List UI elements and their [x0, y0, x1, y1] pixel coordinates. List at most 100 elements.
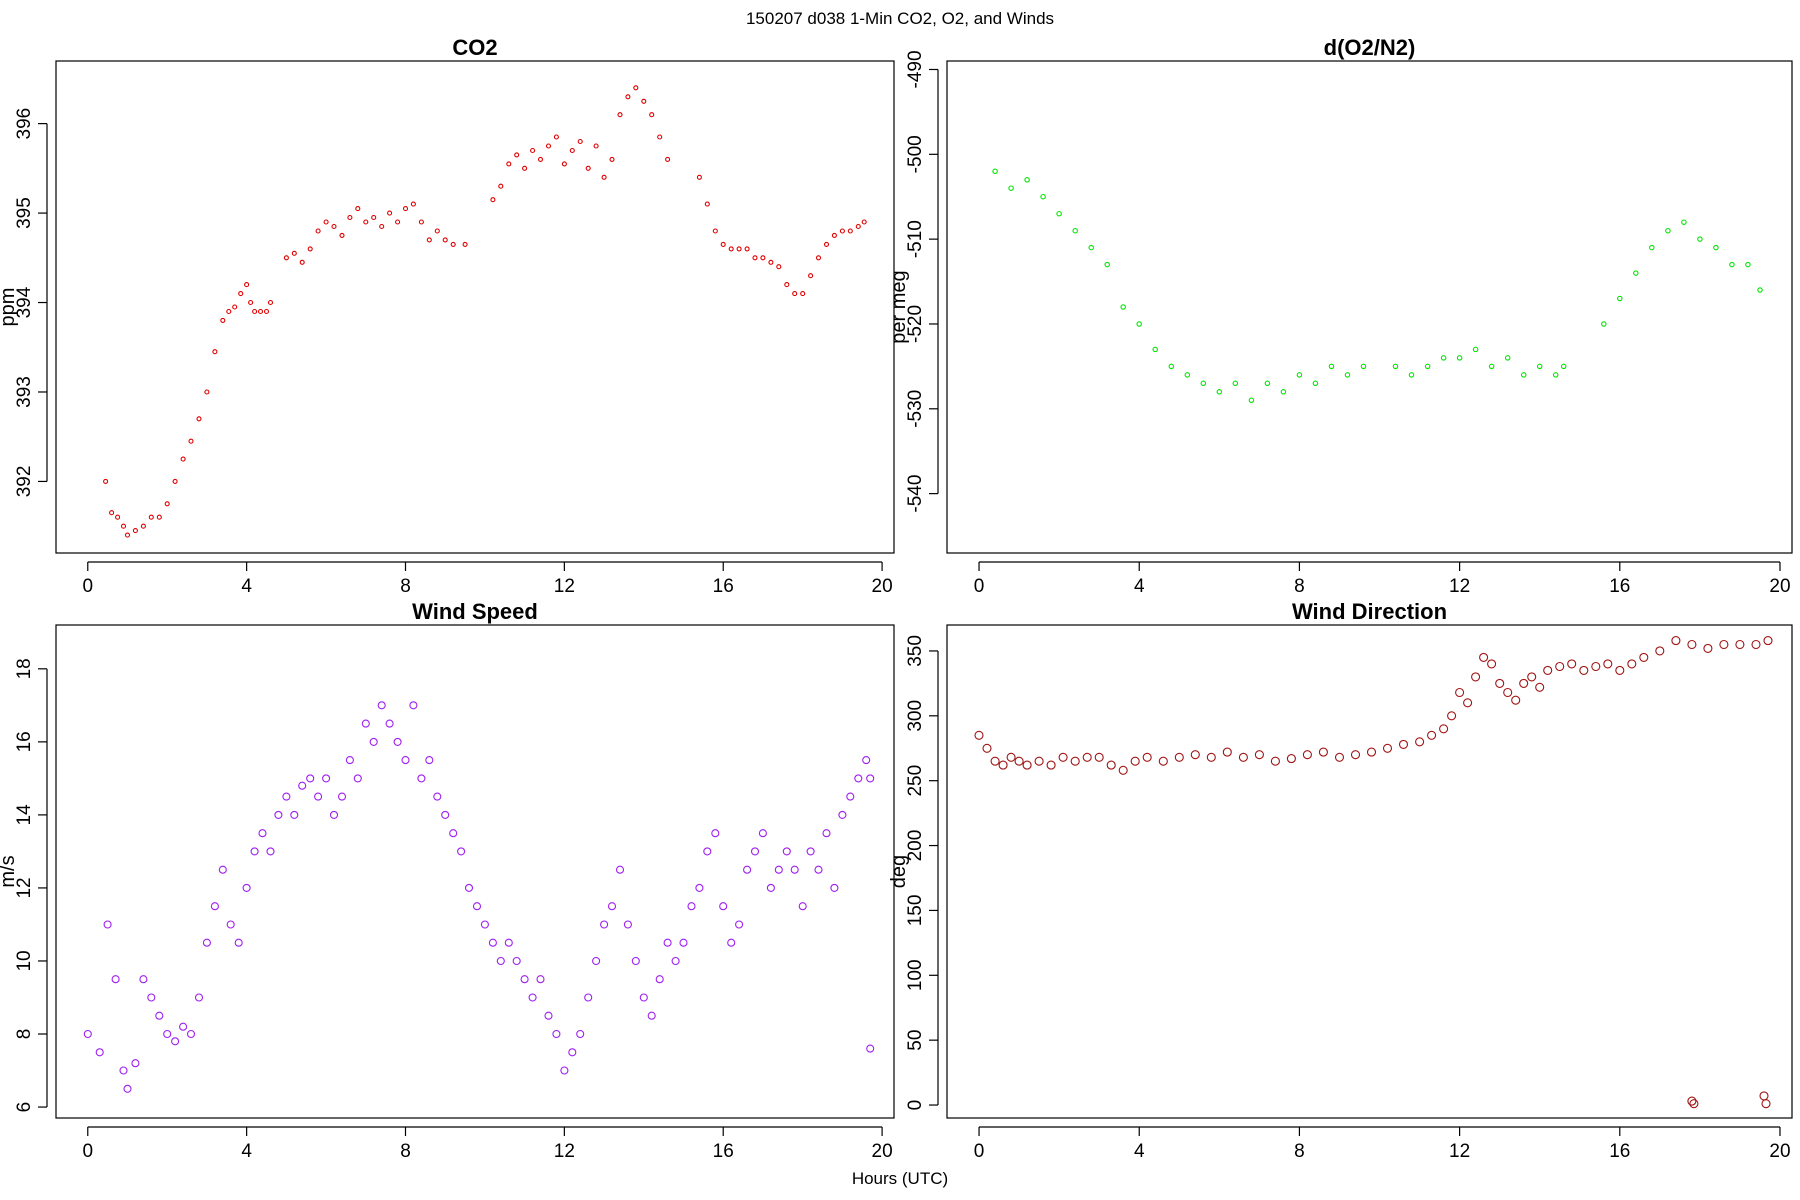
o2-point [1184, 372, 1191, 378]
wind-direction-point [1615, 665, 1625, 675]
o2-point [1633, 270, 1639, 276]
wind-direction-point [982, 743, 992, 753]
wind-speed-series [83, 701, 875, 1093]
wind-direction-point [1350, 750, 1361, 760]
o2-point [1504, 355, 1511, 361]
o2-point [1280, 389, 1287, 395]
wind-speed-point [814, 865, 823, 874]
co2-x-tick-label: 8 [400, 576, 411, 597]
wind-speed-point [703, 847, 712, 856]
co2-point [815, 255, 822, 261]
co2-x-tick-label: 20 [872, 576, 893, 597]
wind-speed-point [95, 1048, 104, 1057]
wind-speed-point [592, 956, 601, 966]
wind-direction-point [1627, 659, 1637, 669]
wind-direction-series [974, 636, 1773, 1109]
wind-direction-point [1487, 659, 1497, 669]
co2-point [625, 94, 631, 100]
o2-x-tick-label: 20 [1769, 576, 1790, 597]
co2-point [315, 228, 321, 234]
o2-point [1072, 227, 1078, 234]
wind-speed-point [314, 792, 323, 801]
o2-point [1665, 227, 1671, 234]
wind-direction-y-tick-label: 350 [905, 635, 926, 667]
wind-speed-y-tick-label: 12 [14, 877, 35, 898]
co2-point [577, 138, 583, 145]
wind-direction-point [1022, 760, 1032, 770]
co2-point [109, 510, 115, 516]
wind-speed-point [385, 719, 394, 728]
co2-point [768, 259, 774, 265]
figure-x-axis-label: Hours (UTC) [852, 1169, 948, 1188]
wind-speed-point [409, 701, 418, 710]
wind-direction-point [1719, 639, 1729, 650]
wind-direction-point [1463, 698, 1473, 708]
o2-y-tick-label: -520 [905, 305, 926, 343]
wind-speed-point [639, 993, 648, 1002]
wind-direction-point [1703, 643, 1713, 653]
wind-speed-point [393, 737, 402, 746]
o2-point [1136, 321, 1142, 327]
wind-direction-x-tick-label: 4 [1134, 1141, 1145, 1162]
co2-point [115, 514, 121, 520]
wind-speed-point [576, 1029, 585, 1039]
co2-point [172, 478, 178, 484]
o2-point [1216, 389, 1223, 395]
o2-point [1745, 261, 1751, 268]
co2-point [633, 85, 639, 91]
wind-speed-point [234, 938, 243, 947]
co2-y-tick-label: 394 [14, 286, 35, 318]
co2-point [776, 264, 782, 270]
wind-direction-x-tick-label: 16 [1609, 1141, 1630, 1162]
co2-point [140, 523, 146, 529]
wind-speed-point [226, 920, 235, 929]
wind-speed-point [147, 993, 156, 1002]
co2-y-tick-label: 393 [14, 376, 35, 408]
wind-speed-point [512, 956, 521, 966]
wind-speed-point [866, 774, 875, 783]
wind-speed-point [584, 993, 593, 1002]
co2-point [124, 532, 131, 538]
co2-point [831, 232, 837, 238]
wind-speed-point [822, 829, 831, 838]
o2-point [1312, 380, 1319, 387]
wind-speed-y-tick-label: 8 [14, 1029, 35, 1040]
o2-x-tick-label: 12 [1449, 576, 1470, 597]
wind-direction-point [1555, 661, 1565, 672]
co2-y-tick-label: 395 [14, 197, 35, 229]
wind-speed-point [250, 847, 259, 856]
o2-point [1168, 363, 1175, 370]
wind-direction-point [1046, 760, 1056, 770]
wind-speed-point [679, 938, 688, 947]
co2-point [363, 219, 369, 225]
co2-point [537, 156, 544, 162]
o2-point [1697, 236, 1703, 242]
co2-point [601, 174, 607, 180]
wind-speed-point [186, 1029, 196, 1039]
o2-point [1056, 210, 1062, 217]
wind-speed-point [727, 938, 736, 947]
wind-speed-point [119, 1066, 128, 1075]
co2-point [299, 259, 305, 265]
wind-speed-point [758, 829, 767, 838]
co2-point [248, 299, 254, 306]
wind-speed-point [155, 1011, 164, 1020]
wind-speed-point [687, 902, 696, 911]
wind-speed-point [417, 774, 426, 783]
co2-point [649, 112, 655, 118]
co2-point [641, 98, 647, 104]
wind-direction-point [1366, 747, 1377, 757]
wind-direction-point [1603, 659, 1613, 669]
wind-speed-point [441, 810, 450, 819]
wind-direction-point [1479, 652, 1489, 662]
co2-panel: CO2 0 4 8 12 16 20 392 393 394 395 396 ppm [0, 35, 895, 597]
wind-speed-point [83, 1029, 92, 1039]
co2-point [232, 304, 238, 310]
wind-direction-y-tick-label: 100 [905, 959, 926, 991]
o2-point [1360, 363, 1367, 370]
wind-speed-y-tick-label: 18 [14, 658, 35, 679]
wind-speed-point [735, 920, 744, 929]
wind-speed-point [306, 774, 315, 783]
wind-direction-point [1503, 687, 1513, 698]
